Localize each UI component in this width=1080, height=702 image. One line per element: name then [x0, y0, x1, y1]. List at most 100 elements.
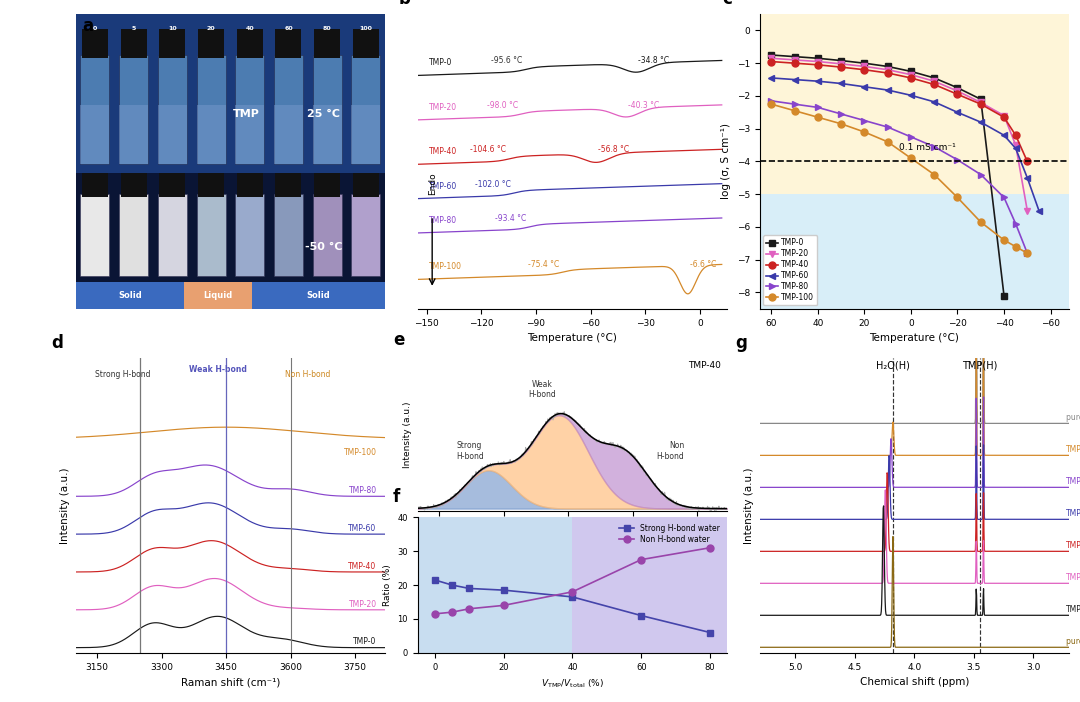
Text: d: d	[51, 334, 63, 352]
TMP-40	[974, 100, 987, 108]
TMP-80	[788, 100, 801, 108]
TMP-20	[904, 70, 917, 79]
TMP-100	[858, 128, 870, 136]
Bar	[158, 55, 187, 164]
Text: TMP-0: TMP-0	[353, 637, 377, 647]
Text: 5: 5	[132, 26, 136, 31]
TMP-100	[904, 154, 917, 162]
TMP-40	[788, 59, 801, 67]
Text: TMP-40: TMP-40	[688, 361, 721, 370]
TMP-60	[928, 98, 941, 106]
Text: Non H-bond: Non H-bond	[285, 370, 330, 379]
Bar	[119, 194, 148, 277]
Y-axis label: Ratio (%): Ratio (%)	[382, 564, 392, 606]
Bar	[80, 105, 109, 164]
Line: TMP-80: TMP-80	[768, 98, 1030, 257]
Bar	[197, 55, 226, 164]
TMP-60	[904, 91, 917, 100]
Text: Strong
H-bond: Strong H-bond	[456, 442, 484, 461]
Text: TMP-40: TMP-40	[349, 562, 377, 571]
Text: f: f	[393, 489, 400, 506]
TMP-0	[811, 54, 824, 62]
TMP-20	[974, 98, 987, 107]
TMP-60	[1032, 206, 1045, 215]
TMP-60	[881, 86, 894, 94]
X-axis label: Raman shift (cm⁻¹): Raman shift (cm⁻¹)	[529, 536, 616, 545]
Text: -34.8 °C: -34.8 °C	[638, 56, 670, 65]
Bar	[76, 14, 386, 173]
Bar	[237, 29, 262, 58]
TMP-40	[881, 69, 894, 77]
TMP-0	[881, 62, 894, 71]
TMP-0	[951, 84, 964, 92]
Non H-bond water	[497, 601, 510, 609]
TMP-20	[928, 77, 941, 86]
TMP-40	[811, 60, 824, 69]
Text: TMP-20: TMP-20	[429, 102, 457, 112]
TMP-100	[951, 193, 964, 201]
Text: TMP-40: TMP-40	[1066, 541, 1080, 550]
Bar	[184, 282, 252, 309]
Bar	[237, 173, 262, 197]
X-axis label: $V_{\rm TMP}/V_{\rm total}$ (%): $V_{\rm TMP}/V_{\rm total}$ (%)	[541, 677, 604, 689]
Non H-bond water	[446, 608, 459, 616]
TMP-40	[858, 65, 870, 74]
Text: TMP-40: TMP-40	[429, 147, 457, 157]
Text: Solid: Solid	[118, 291, 141, 300]
Line: TMP-100: TMP-100	[768, 100, 1030, 257]
TMP-60	[1009, 144, 1022, 152]
Text: TMP: TMP	[232, 110, 259, 119]
TMP-20	[811, 58, 824, 66]
Bar	[312, 194, 341, 277]
Text: b: b	[399, 0, 410, 8]
Text: TMP-100: TMP-100	[343, 448, 377, 457]
TMP-20	[998, 112, 1011, 120]
Bar	[312, 55, 341, 164]
TMP-20	[881, 65, 894, 74]
Legend: Strong H-bond water, Non H-bond water: Strong H-bond water, Non H-bond water	[616, 521, 724, 547]
Bar	[235, 105, 265, 164]
Bar	[158, 105, 187, 164]
Y-axis label: Intensity (a.u.): Intensity (a.u.)	[60, 468, 70, 543]
TMP-100	[1021, 249, 1034, 258]
TMP-100	[788, 107, 801, 115]
TMP-80	[951, 156, 964, 164]
Text: -102.0 °C: -102.0 °C	[474, 180, 511, 189]
Y-axis label: Intensity (a.u.): Intensity (a.u.)	[403, 402, 413, 468]
TMP-60	[765, 74, 778, 82]
Bar	[759, 14, 1069, 309]
TMP-20	[1021, 206, 1034, 215]
Y-axis label: log (σ, S cm⁻¹): log (σ, S cm⁻¹)	[721, 124, 731, 199]
Text: Solid: Solid	[307, 291, 330, 300]
TMP-40	[951, 90, 964, 98]
X-axis label: Raman shift (cm⁻¹): Raman shift (cm⁻¹)	[180, 677, 280, 687]
Bar	[353, 173, 379, 197]
Bar	[82, 173, 108, 197]
Bar	[351, 105, 380, 164]
TMP-0	[998, 291, 1011, 300]
Bar	[759, 194, 1069, 309]
Bar	[198, 173, 224, 197]
Text: TMP-80: TMP-80	[349, 486, 377, 495]
TMP-100	[928, 171, 941, 179]
Text: a: a	[82, 17, 93, 35]
Text: TMP-20: TMP-20	[1066, 573, 1080, 582]
TMP-40	[904, 74, 917, 82]
TMP-40	[1009, 131, 1022, 140]
Bar	[197, 105, 226, 164]
Text: 60: 60	[284, 26, 293, 31]
Line: Strong H-bond water: Strong H-bond water	[431, 576, 714, 636]
Bar	[351, 55, 380, 164]
Bar	[312, 105, 341, 164]
Text: -93.4 °C: -93.4 °C	[495, 214, 526, 223]
TMP-80	[998, 193, 1011, 201]
Bar	[314, 173, 340, 197]
TMP-20	[951, 87, 964, 95]
Y-axis label: Intensity (a.u.): Intensity (a.u.)	[744, 468, 754, 543]
TMP-80	[1009, 220, 1022, 228]
Non H-bond water	[429, 609, 442, 618]
Text: e: e	[393, 331, 404, 349]
TMP-60	[811, 77, 824, 86]
Text: Liquid: Liquid	[203, 291, 232, 300]
Text: TMP(H): TMP(H)	[962, 361, 998, 371]
